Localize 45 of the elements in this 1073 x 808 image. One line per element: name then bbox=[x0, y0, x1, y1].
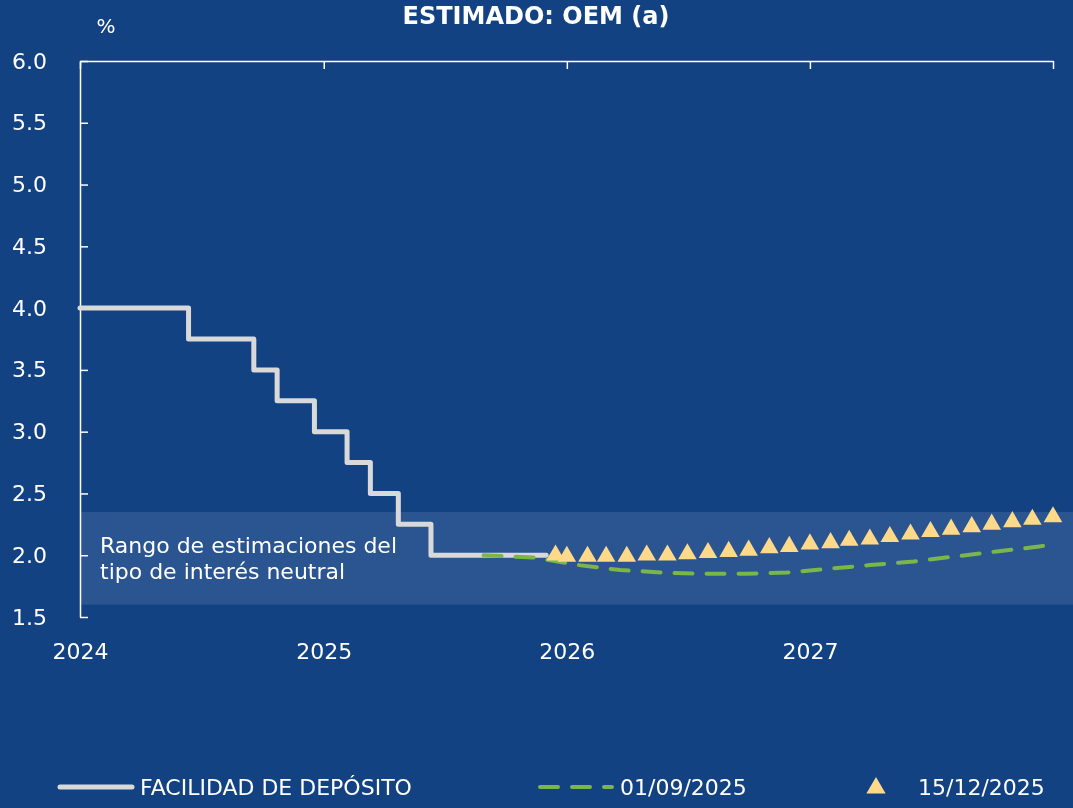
point bbox=[1003, 511, 1022, 528]
point bbox=[1023, 508, 1042, 525]
y-tick-label: 1.5 bbox=[12, 604, 47, 630]
point bbox=[739, 539, 758, 556]
point bbox=[821, 532, 840, 549]
point bbox=[779, 535, 799, 552]
legend-label: 01/09/2025 bbox=[620, 775, 747, 800]
y-tick-label: 3.0 bbox=[12, 419, 47, 445]
y-tick-label: 5.0 bbox=[12, 172, 47, 198]
point bbox=[1043, 506, 1063, 523]
y-tick-label: 2.0 bbox=[12, 542, 47, 568]
point bbox=[698, 542, 718, 559]
legend-label: 15/12/2025 bbox=[918, 775, 1045, 800]
point bbox=[860, 528, 880, 545]
point bbox=[719, 540, 738, 557]
point bbox=[839, 529, 859, 546]
point bbox=[637, 544, 657, 561]
point bbox=[578, 545, 597, 562]
point bbox=[982, 513, 1002, 530]
point bbox=[880, 525, 900, 543]
y-tick-label: 4.5 bbox=[12, 233, 47, 259]
point bbox=[678, 543, 697, 560]
x-tick-label: 2027 bbox=[782, 638, 839, 664]
point bbox=[901, 523, 920, 540]
point bbox=[800, 533, 820, 550]
point bbox=[557, 545, 577, 562]
point bbox=[941, 518, 961, 535]
y-tick-label: 2.5 bbox=[12, 480, 47, 506]
point bbox=[759, 537, 779, 554]
legend-label: FACILIDAD DE DEPÓSITO bbox=[140, 775, 412, 800]
chart-title: ESTIMADO: OEM (a) bbox=[402, 2, 670, 30]
y-tick-label: 3.5 bbox=[12, 357, 47, 383]
y-tick-label: 6.0 bbox=[12, 48, 47, 74]
x-tick-label: 2025 bbox=[296, 638, 353, 664]
x-tick-label: 2026 bbox=[539, 638, 596, 664]
point bbox=[617, 545, 637, 562]
point bbox=[921, 521, 940, 538]
band-label: Rango de estimaciones del tipo de interés neutral bbox=[100, 533, 397, 585]
point bbox=[962, 516, 982, 533]
point bbox=[596, 545, 616, 562]
y-tick-label: 5.5 bbox=[12, 110, 47, 136]
point bbox=[658, 544, 677, 561]
y-axis-title: % bbox=[96, 14, 116, 38]
x-tick-label: 2024 bbox=[52, 638, 109, 664]
y-tick-label: 4.0 bbox=[12, 295, 47, 321]
